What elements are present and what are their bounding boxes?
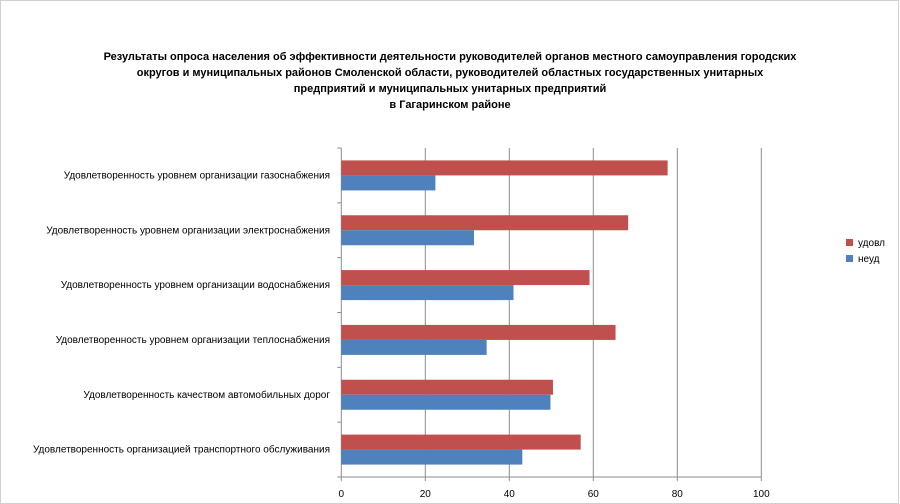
bar-удовл [341,379,553,395]
bar-удовл [341,434,581,450]
x-tick-label: 40 [504,489,516,500]
bar-неуд [341,339,487,355]
x-tick-label: 100 [753,489,770,500]
title-line: в Гагаринском районе [389,99,511,111]
category-label: Удовлетворенность уровнем организации те… [56,334,330,346]
legend-label: удовл [858,238,885,249]
title-line: предприятий и муниципальных унитарных пр… [293,83,607,95]
legend-item-neud: неуд [846,254,879,265]
legend-label: неуд [858,254,880,265]
bar-удовл [341,215,629,231]
bar-неуд [341,285,514,301]
category-label: Удовлетворенность организацией транспорт… [33,444,330,456]
bar-неуд [341,175,436,191]
bar-удовл [341,160,668,176]
category-label: Удовлетворенность уровнем организации во… [61,279,330,291]
x-tick-label: 80 [672,489,684,500]
bar-удовл [341,324,616,340]
bar-удовл [341,270,590,286]
x-tick-label: 0 [339,489,345,500]
title-line: округов и муниципальных районов Смоленск… [136,67,764,79]
category-label: Удовлетворенность уровнем организации эл… [46,224,330,236]
legend-swatch [846,255,853,262]
x-tick-label: 60 [588,489,600,500]
title-line: Результаты опроса населения об эффективн… [103,51,797,63]
chart-title: Результаты опроса населения об эффективн… [60,49,840,113]
bar-неуд [341,449,523,465]
x-tick-label: 20 [420,489,432,500]
legend-item-udovl: удовл [846,238,885,249]
bar-неуд [341,394,551,410]
category-label: Удовлетворенность качеством автомобильны… [83,389,330,401]
legend-swatch [846,239,853,246]
category-label: Удовлетворенность уровнем организации га… [64,169,330,181]
bar-неуд [341,230,475,246]
